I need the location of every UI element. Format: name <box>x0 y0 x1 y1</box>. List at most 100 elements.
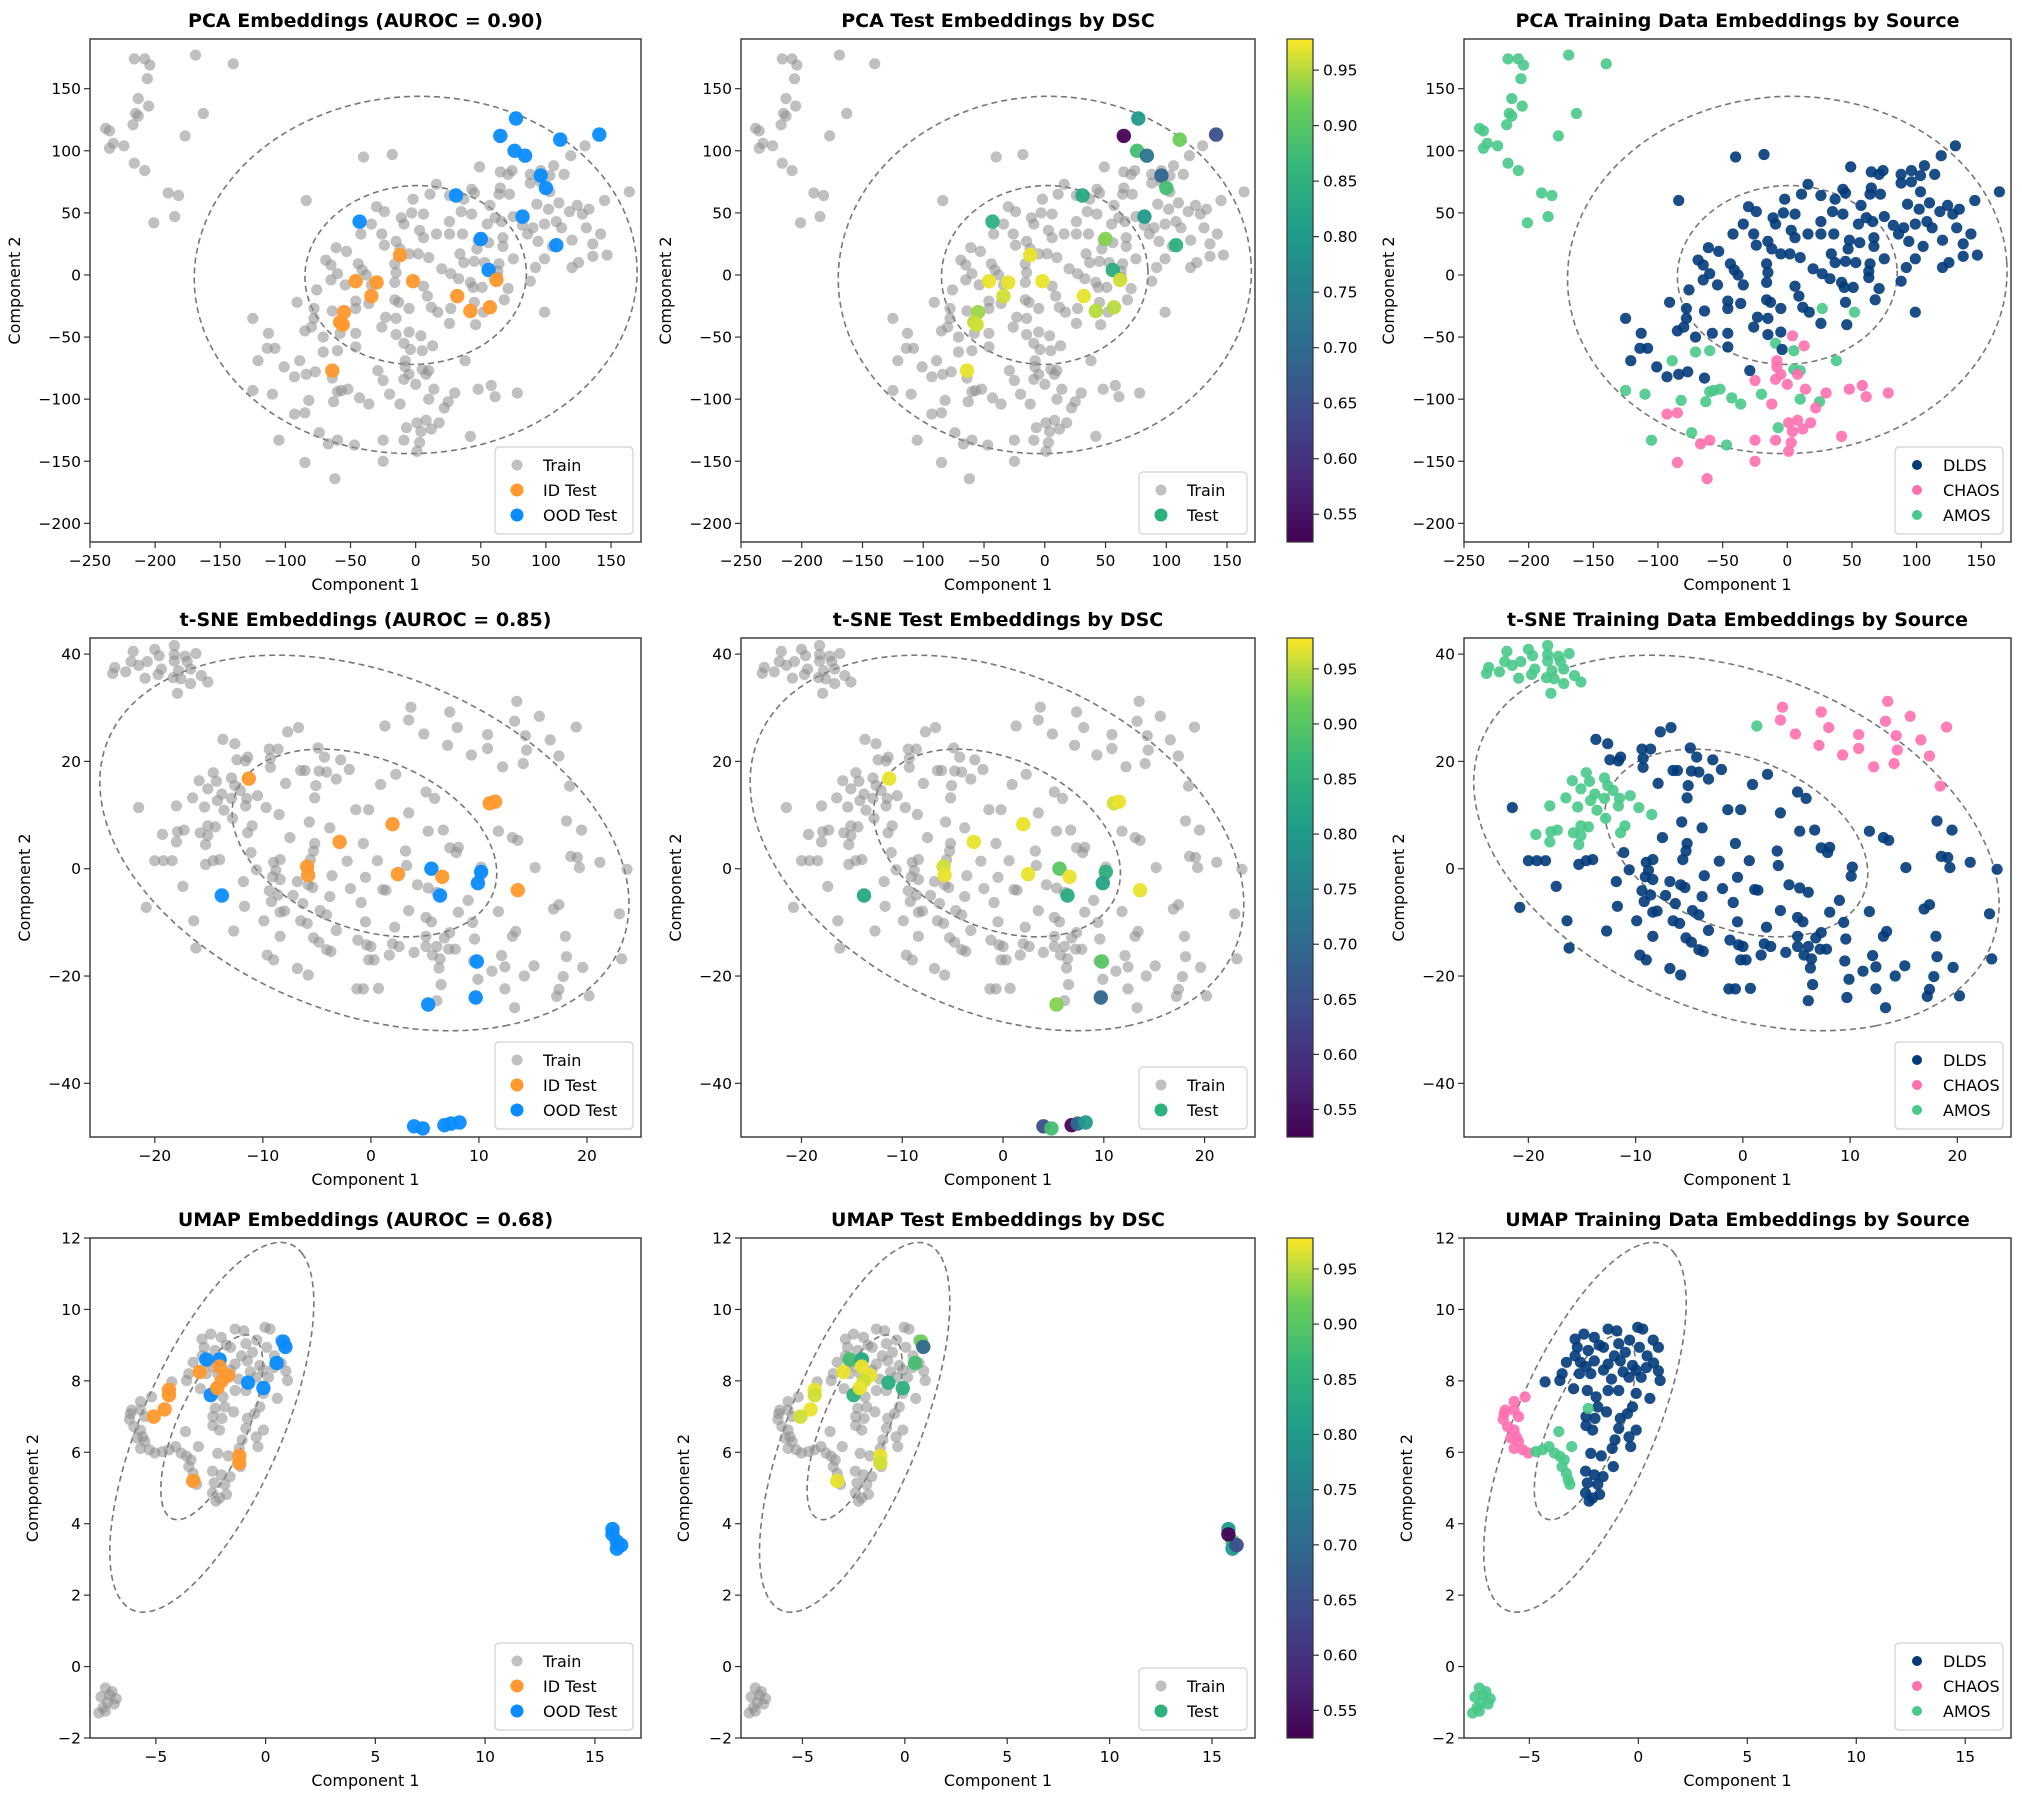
y-tick-label: 10 <box>1435 1301 1455 1319</box>
train-point <box>390 329 402 341</box>
train-point-dlds <box>1789 280 1801 292</box>
train-point-dlds <box>1683 284 1695 296</box>
train-point <box>324 891 336 903</box>
train-point <box>553 750 565 762</box>
train-point-amos <box>1575 783 1587 795</box>
train-point <box>1109 379 1121 392</box>
train-point <box>933 898 946 910</box>
train-point-dlds <box>1654 1374 1666 1387</box>
y-tick-label: −50 <box>699 329 732 347</box>
train-point <box>302 969 314 981</box>
train-point <box>1006 778 1018 791</box>
train-point-dlds <box>1664 876 1676 888</box>
train-point <box>282 1374 294 1387</box>
train-point-dlds <box>1873 283 1885 295</box>
train-point <box>776 53 788 65</box>
train-point-dlds <box>1845 870 1857 882</box>
x-tick-label: −50 <box>968 552 1001 570</box>
x-tick-label: 50 <box>1096 552 1116 570</box>
train-point <box>1048 368 1061 380</box>
y-tick-label: 50 <box>61 204 81 222</box>
train-point <box>282 726 294 738</box>
train-point-dlds <box>1905 176 1917 188</box>
colorbar-tick-label: 0.80 <box>1323 826 1358 844</box>
confidence-ellipse-2 <box>98 654 630 1032</box>
train-point-dlds <box>1730 151 1742 163</box>
colorbar-tick-label: 0.95 <box>1323 62 1358 80</box>
test-point-dsc <box>959 363 975 378</box>
train-point-dlds <box>1913 203 1925 215</box>
train-point <box>1149 960 1161 972</box>
train-point <box>454 248 466 260</box>
train-point <box>853 775 865 787</box>
x-tick-label: −200 <box>1507 552 1550 570</box>
train-point <box>508 1002 521 1014</box>
train-point <box>1081 206 1093 218</box>
train-point-dlds <box>1766 243 1778 255</box>
train-point-dlds <box>1746 778 1759 791</box>
train-point <box>560 951 573 963</box>
train-point-dlds <box>1789 232 1801 244</box>
train-point <box>935 407 948 419</box>
legend-label: AMOS <box>1943 1702 1991 1721</box>
y-tick-label: −150 <box>1412 453 1455 471</box>
train-point <box>906 954 918 966</box>
train-point <box>916 361 928 373</box>
id-test-point <box>157 1402 172 1417</box>
y-tick-label: 6 <box>71 1444 81 1462</box>
train-point <box>271 1392 283 1404</box>
legend-label: Test <box>1186 1702 1219 1721</box>
train-point-dlds <box>1918 160 1930 172</box>
train-point-dlds <box>1647 873 1659 886</box>
train-point <box>1041 248 1053 260</box>
colorbar-tick-label: 0.75 <box>1323 881 1358 899</box>
ood-test-point <box>515 209 530 224</box>
train-point <box>468 187 480 199</box>
train-point <box>1143 228 1155 240</box>
train-point <box>417 280 430 292</box>
x-tick-label: 10 <box>475 1748 495 1766</box>
test-point-dsc <box>1111 794 1127 809</box>
train-point <box>850 767 862 779</box>
test-point-dsc <box>996 288 1011 304</box>
train-point <box>106 1686 118 1698</box>
train-point <box>484 199 496 211</box>
train-point <box>422 882 434 894</box>
train-point <box>532 235 544 247</box>
train-point-dlds <box>1762 312 1774 324</box>
colorbar-tick-label: 0.75 <box>1323 1481 1358 1499</box>
x-tick-label: −200 <box>134 552 177 570</box>
train-point <box>576 208 589 220</box>
train-point-dlds <box>1611 900 1623 912</box>
train-point <box>420 414 432 426</box>
legend-marker <box>511 1655 523 1667</box>
train-point-dlds <box>1640 954 1652 966</box>
train-point <box>890 864 902 876</box>
train-point-dlds <box>1550 880 1562 893</box>
legend-label: Test <box>1186 506 1219 525</box>
x-axis-label: Component 1 <box>944 575 1052 594</box>
train-point <box>1033 326 1045 338</box>
ood-test-point <box>421 997 436 1012</box>
id-test-point <box>392 247 408 263</box>
colorbar: 0.550.600.650.700.750.800.850.900.95 <box>1286 1237 1358 1739</box>
train-point-dlds <box>1702 773 1715 785</box>
legend-label: Test <box>1186 1101 1219 1120</box>
test-point-dsc <box>836 1364 851 1380</box>
train-point <box>237 876 249 888</box>
train-point-amos <box>1600 812 1612 824</box>
train-point <box>818 189 830 202</box>
train-point <box>1125 168 1137 180</box>
train-point-dlds <box>1722 327 1734 339</box>
ood-test-point <box>278 1339 293 1355</box>
train-point <box>485 379 497 392</box>
train-point <box>1032 714 1044 726</box>
train-point <box>139 165 151 177</box>
test-point-dsc <box>803 1402 818 1417</box>
colorbar-tick-label: 0.85 <box>1323 173 1358 191</box>
legend-label: ID Test <box>543 481 597 500</box>
train-point-dlds <box>1863 271 1875 284</box>
train-point <box>522 228 534 240</box>
x-tick-label: 10 <box>469 1147 489 1165</box>
train-point-dlds <box>1722 804 1734 816</box>
